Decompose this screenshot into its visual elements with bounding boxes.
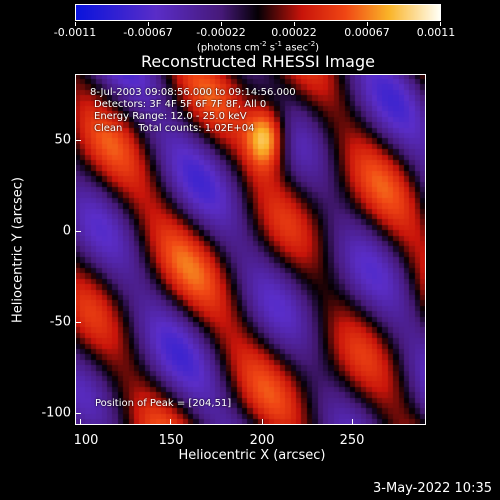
y-tick <box>75 413 81 414</box>
colorbar-units: (photons cm-2 s-1 asec-2) <box>197 40 319 53</box>
y-tick-label: -100 <box>41 405 71 421</box>
colorbar-tick <box>148 22 149 26</box>
footer-date: 3-May-2022 10:35 <box>373 481 492 496</box>
units-exponent: -2 <box>308 40 316 48</box>
units-text: (photons cm <box>196 42 260 54</box>
colorbar <box>75 4 441 21</box>
colorbar-tick-label: -0.00067 <box>123 26 173 39</box>
rhessi-image <box>75 74 426 425</box>
units-text: s <box>266 42 276 54</box>
energy-annotation: Energy Range: 12.0 - 25.0 keV <box>94 111 247 122</box>
clean-annotation: Clean Total counts: 1.02E+04 <box>94 123 255 134</box>
colorbar-tick-label: 0.0011 <box>416 26 456 39</box>
x-tick <box>170 419 171 425</box>
colorbar-tick <box>294 22 295 26</box>
plot-frame <box>75 74 426 425</box>
x-tick-label: 100 <box>73 433 99 448</box>
units-exponent: -2 <box>259 40 267 48</box>
colorbar-tick-label: -0.00022 <box>196 26 246 39</box>
x-tick <box>352 419 353 425</box>
colorbar-tick <box>221 22 222 26</box>
x-tick <box>262 419 263 425</box>
detectors-annotation: Detectors: 3F 4F 5F 6F 7F 8F, All 0 <box>94 99 267 110</box>
x-axis-label: Heliocentric X (arcsec) <box>178 448 326 463</box>
y-tick <box>75 322 81 323</box>
y-axis-label: Heliocentric Y (arcsec) <box>10 177 26 323</box>
y-tick-label: 0 <box>62 223 71 239</box>
y-tick-label: -50 <box>49 314 71 330</box>
plot-title: Reconstructed RHESSI Image <box>141 52 375 71</box>
x-tick <box>80 419 81 425</box>
colorbar-tick <box>440 22 441 26</box>
units-exponent: -1 <box>275 40 283 48</box>
x-tick-label: 150 <box>158 433 184 448</box>
x-tick-label: 200 <box>249 433 275 448</box>
x-tick-label: 250 <box>339 433 365 448</box>
colorbar-tick-label: -0.0011 <box>53 26 97 39</box>
colorbar-tick-label: 0.00067 <box>344 26 390 39</box>
units-text: ) <box>315 42 320 54</box>
time-range-annotation: 8-Jul-2003 09:08:56.000 to 09:14:56.000 <box>90 87 296 98</box>
units-text: asec <box>282 42 309 54</box>
y-tick-label: 50 <box>54 132 71 148</box>
colorbar-tick-label: 0.00022 <box>271 26 317 39</box>
y-tick <box>75 140 81 141</box>
y-tick <box>75 231 81 232</box>
colorbar-tick <box>75 22 76 26</box>
peak-annotation: Position of Peak = [204,51] <box>95 398 232 409</box>
colorbar-tick <box>367 22 368 26</box>
